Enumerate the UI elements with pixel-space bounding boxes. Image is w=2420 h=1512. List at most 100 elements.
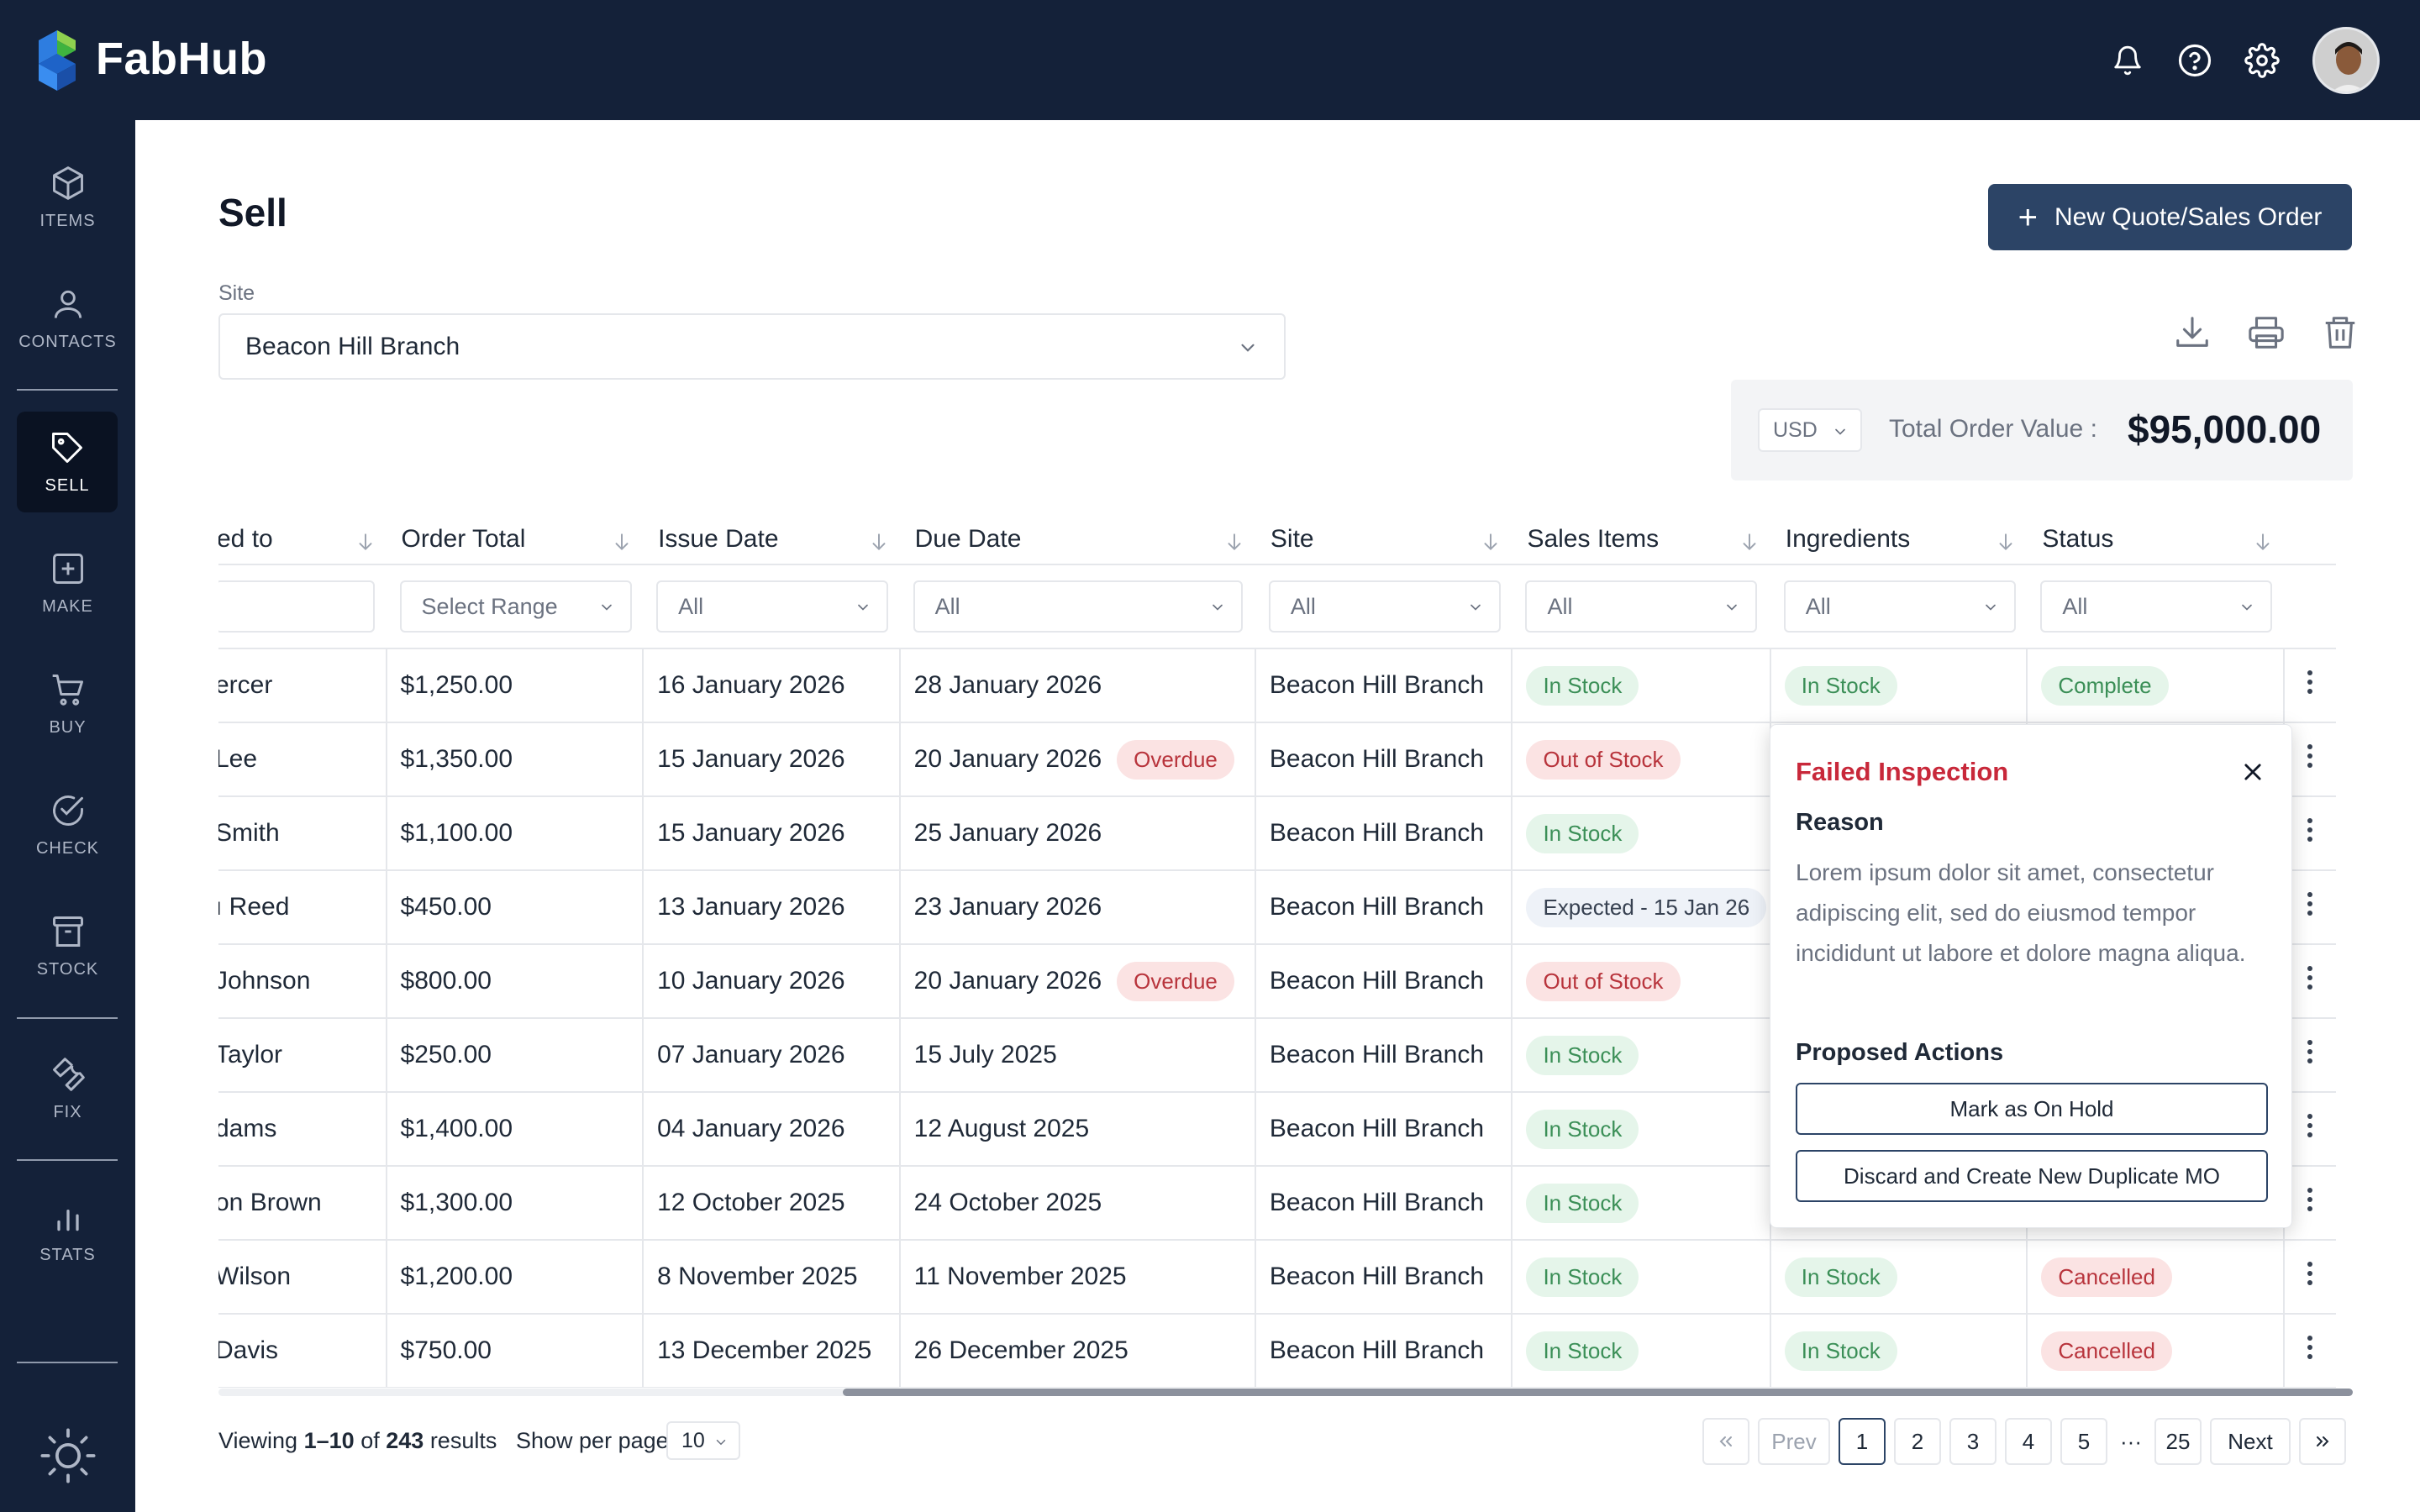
new-quote-label: New Quote/Sales Order	[2054, 202, 2323, 231]
kebab-menu-icon[interactable]	[2306, 1112, 2314, 1139]
cell-site: Beacon Hill Branch	[1255, 870, 1513, 945]
kebab-menu-icon[interactable]	[2306, 1260, 2314, 1287]
cell-issue-date: 15 January 2026	[643, 722, 901, 797]
next-page-button[interactable]: Next	[2210, 1418, 2291, 1465]
status-badge: In Stock	[1526, 665, 1639, 706]
gear-icon[interactable]	[2228, 27, 2296, 94]
download-icon[interactable]	[2155, 311, 2229, 354]
col-header-due-date[interactable]: Due Date	[899, 514, 1255, 565]
horizontal-scrollbar-thumb[interactable]	[843, 1389, 2353, 1396]
close-icon[interactable]	[2238, 757, 2268, 787]
table-row[interactable]: Wilson $1,200.00 8 November 2025 11 Novembe…	[218, 1240, 2336, 1315]
sidebar-divider	[17, 389, 118, 391]
cell-sales-items: In Stock	[1512, 1018, 1771, 1093]
sidebar-item-stats[interactable]: STATS	[0, 1181, 135, 1282]
col-header-sales-items[interactable]: Sales Items	[1512, 514, 1770, 565]
col-header-site[interactable]: Site	[1255, 514, 1512, 565]
new-quote-button[interactable]: + New Quote/Sales Order	[1988, 184, 2352, 250]
sidebar-item-items[interactable]: ITEMS	[0, 147, 135, 248]
discard-create-duplicate-button[interactable]: Discard and Create New Duplicate MO	[1796, 1150, 2268, 1202]
status-badge: In Stock	[1526, 1183, 1639, 1223]
mark-on-hold-button[interactable]: Mark as On Hold	[1796, 1083, 2268, 1135]
status-filter[interactable]: All	[2040, 580, 2273, 633]
col-header-status[interactable]: Status	[2027, 514, 2284, 565]
kebab-menu-icon[interactable]	[2306, 890, 2314, 917]
sidebar-item-fix[interactable]: FIX	[0, 1038, 135, 1139]
cell-order-total: $250.00	[386, 1018, 644, 1093]
order-total-filter[interactable]: Select Range	[399, 580, 632, 633]
chevron-down-icon	[2242, 604, 2253, 611]
cell-actions	[2283, 722, 2336, 797]
sidebar-item-check[interactable]: CHECK	[0, 774, 135, 875]
fabhub-logo[interactable]: FabHub	[37, 25, 267, 92]
status-badge: Out of Stock	[1526, 739, 1681, 780]
col-header-assigned-to[interactable]: ed to	[218, 514, 387, 565]
due-date-value: 24 October 2025	[913, 1189, 1102, 1216]
prev-page-button[interactable]: Prev	[1758, 1418, 1830, 1465]
table-row[interactable]: Davis $750.00 13 December 2025 26 December …	[218, 1314, 2336, 1388]
issue-date-filter[interactable]: All	[656, 580, 889, 633]
sun-icon	[39, 1428, 96, 1483]
page-5-button[interactable]: 5	[2060, 1418, 2107, 1465]
trash-icon[interactable]	[2303, 311, 2377, 354]
cell-order-total: $1,100.00	[386, 796, 644, 871]
cart-icon	[52, 674, 83, 706]
kebab-menu-icon[interactable]	[2306, 964, 2314, 991]
kebab-menu-icon[interactable]	[2306, 669, 2314, 696]
page-25-button[interactable]: 25	[2154, 1418, 2202, 1465]
sidebar-item-buy[interactable]: BUY	[0, 654, 135, 754]
col-header-issue-date[interactable]: Issue Date	[643, 514, 900, 565]
ingredients-filter[interactable]: All	[1783, 580, 2016, 633]
due-date-filter[interactable]: All	[913, 580, 1243, 633]
kebab-menu-icon[interactable]	[2306, 1038, 2314, 1065]
per-page-select[interactable]: 10	[666, 1421, 740, 1460]
currency-select[interactable]: USD	[1758, 408, 1862, 452]
help-icon[interactable]	[2161, 27, 2228, 94]
site-select[interactable]: Beacon Hill Branch	[218, 313, 1286, 380]
site-filter[interactable]: All	[1268, 580, 1501, 633]
kebab-menu-icon[interactable]	[2306, 1186, 2314, 1213]
sidebar-item-stock[interactable]: STOCK	[0, 895, 135, 996]
sales-items-filter[interactable]: All	[1525, 580, 1758, 633]
cell-ingredients: In Stock	[1770, 648, 2028, 723]
cell-due-date: 20 January 2026 Overdue	[899, 944, 1256, 1019]
last-page-button[interactable]	[2299, 1418, 2346, 1465]
due-date-value: 23 January 2026	[913, 893, 1102, 921]
sidebar-item-contacts[interactable]: CONTACTS	[0, 268, 135, 369]
page-4-button[interactable]: 4	[2005, 1418, 2052, 1465]
theme-toggle[interactable]	[0, 1422, 135, 1489]
kebab-menu-icon[interactable]	[2306, 816, 2314, 843]
sidebar-divider	[17, 1362, 118, 1363]
table-row[interactable]: ercer $1,250.00 16 January 2026 28 January …	[218, 648, 2336, 723]
cell-ingredients: In Stock	[1770, 1240, 2028, 1315]
cell-order-total: $1,250.00	[386, 648, 644, 723]
bell-icon[interactable]	[2094, 27, 2161, 94]
due-date-value: 12 August 2025	[913, 1115, 1090, 1142]
table-row[interactable]: on Brown $1,300.00 12 October 2025 24 Octob…	[218, 1166, 2336, 1241]
popover-title: Failed Inspection	[1796, 757, 2009, 786]
page-3-button[interactable]: 3	[1949, 1418, 1996, 1465]
user-avatar[interactable]	[2312, 27, 2380, 94]
kebab-menu-icon[interactable]	[2306, 743, 2314, 769]
sidebar-item-label: STOCK	[36, 959, 99, 979]
sort-arrow-icon	[2256, 533, 2270, 551]
sidebar-item-make[interactable]: MAKE	[0, 533, 135, 633]
pagination-ellipsis: ···	[2120, 1428, 2142, 1454]
kebab-menu-icon[interactable]	[2306, 1334, 2314, 1361]
check-circle-icon	[52, 795, 83, 826]
first-page-button[interactable]	[1702, 1418, 1749, 1465]
cell-site: Beacon Hill Branch	[1255, 648, 1513, 723]
assigned-to-filter[interactable]	[218, 580, 375, 633]
cell-assigned-to: Wilson	[218, 1240, 387, 1315]
cell-actions	[2283, 1018, 2336, 1093]
col-header-ingredients[interactable]: Ingredients	[1770, 514, 2028, 565]
page-2-button[interactable]: 2	[1894, 1418, 1941, 1465]
print-icon[interactable]	[2229, 311, 2303, 354]
status-badge: In Stock	[1784, 1257, 1897, 1297]
cell-order-total: $450.00	[386, 870, 644, 945]
table-header-row: ed to Order Total Issue Date Due Date Si…	[218, 514, 2336, 565]
sidebar-item-label: CONTACTS	[18, 332, 117, 351]
page-1-button[interactable]: 1	[1839, 1418, 1886, 1465]
col-header-order-total[interactable]: Order Total	[386, 514, 644, 565]
sidebar-item-sell[interactable]: SELL	[17, 412, 118, 512]
